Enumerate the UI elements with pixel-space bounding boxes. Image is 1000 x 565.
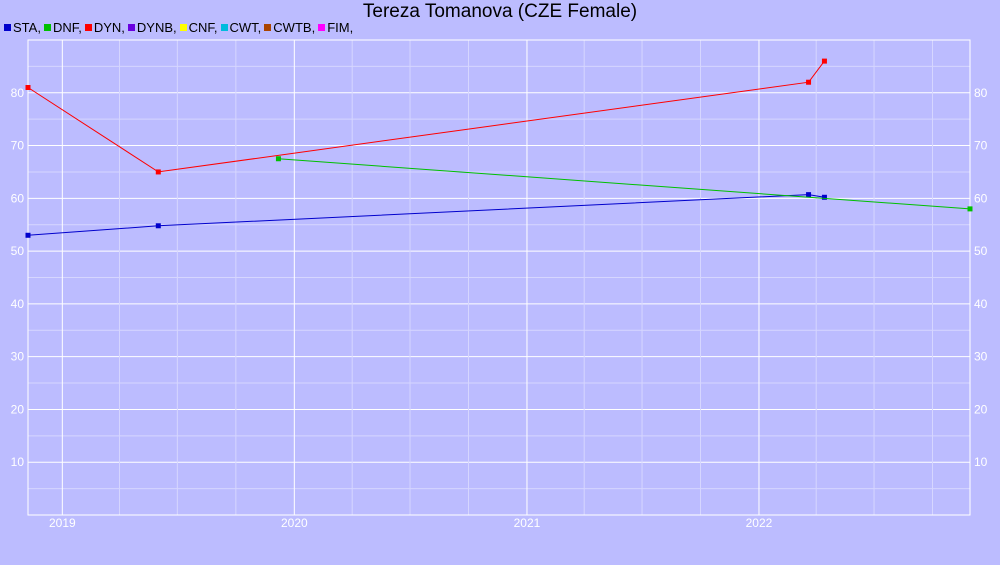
y-tick-label-left: 50	[11, 244, 25, 258]
legend-swatch	[127, 24, 135, 31]
legend: STA, DNF, DYN, DYNB, CNF, CWT, CWTB, FIM,	[4, 20, 356, 35]
data-point-dyn	[155, 169, 161, 175]
legend-item: DYNB,	[127, 20, 177, 35]
legend-item: CWTB,	[264, 20, 315, 35]
legend-item: FIM,	[318, 20, 353, 35]
y-tick-label-right: 80	[974, 86, 988, 100]
data-point-dyn	[806, 79, 812, 85]
legend-swatch	[264, 24, 272, 31]
legend-label: DYNB,	[136, 20, 177, 35]
y-tick-label-left: 10	[11, 455, 25, 469]
y-tick-label-right: 70	[974, 139, 988, 153]
y-tick-label-right: 40	[974, 297, 988, 311]
data-point-sta	[155, 223, 161, 229]
y-tick-label-left: 20	[11, 402, 25, 416]
data-point-dnf	[967, 206, 973, 212]
y-tick-label-left: 40	[11, 297, 25, 311]
series-line-dnf	[278, 158, 971, 210]
legend-label: CWTB,	[273, 20, 316, 35]
data-point-dnf	[275, 156, 281, 162]
legend-swatch	[43, 24, 51, 31]
legend-label: DYN,	[93, 20, 125, 35]
x-tick-label: 2021	[514, 516, 541, 530]
legend-label: STA,	[13, 20, 41, 35]
x-tick-label: 2019	[49, 516, 76, 530]
legend-item: DNF,	[43, 20, 82, 35]
legend-item: STA,	[4, 20, 41, 35]
series-line-dyn	[27, 60, 825, 173]
y-tick-label-left: 30	[11, 350, 25, 364]
legend-swatch	[220, 24, 228, 31]
x-tick-label: 2022	[746, 516, 773, 530]
legend-label: CWT,	[229, 20, 262, 35]
y-tick-label-right: 30	[974, 350, 988, 364]
y-tick-label-right: 60	[974, 191, 988, 205]
chart-title: Tereza Tomanova (CZE Female)	[362, 1, 638, 22]
legend-label: FIM,	[327, 20, 354, 35]
legend-swatch	[84, 24, 92, 31]
legend-swatch	[179, 24, 187, 31]
y-tick-label-left: 60	[11, 191, 25, 205]
y-tick-label-right: 50	[974, 244, 988, 258]
data-point-dyn	[821, 58, 827, 64]
series-line-sta	[27, 194, 825, 236]
y-tick-label-left: 80	[11, 86, 25, 100]
data-point-dyn	[25, 85, 31, 90]
x-tick-label: 2020	[281, 516, 308, 530]
data-point-sta	[25, 232, 31, 238]
legend-item: CNF,	[179, 20, 218, 35]
plot-frame	[27, 39, 971, 516]
legend-swatch	[4, 24, 11, 31]
data-point-sta	[821, 194, 827, 200]
y-tick-label-right: 10	[974, 455, 988, 469]
data-point-sta	[806, 192, 812, 198]
y-tick-label-right: 20	[974, 402, 988, 416]
legend-item: CWT,	[220, 20, 262, 35]
legend-label: CNF,	[188, 20, 218, 35]
legend-label: DNF,	[52, 20, 82, 35]
legend-item: DYN,	[84, 20, 125, 35]
y-tick-label-left: 70	[11, 139, 25, 153]
legend-swatch	[318, 24, 326, 31]
